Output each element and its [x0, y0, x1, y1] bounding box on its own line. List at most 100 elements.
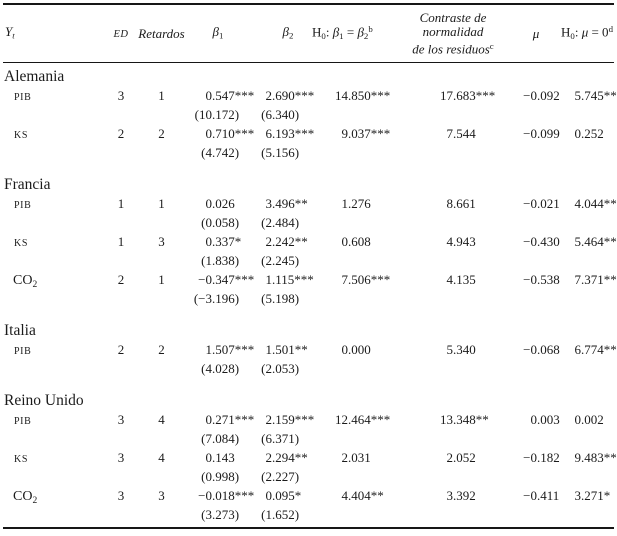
header-text: 0 — [570, 31, 575, 42]
h0-mu-zero-value: 5.464** — [574, 234, 617, 249]
col-header-beta1: β1 — [186, 4, 250, 63]
h0-mu-zero-value: 9.483*** — [574, 450, 617, 465]
header-row: Yt ED Retardos β1 β2 H0: β1 = β2b Contra… — [3, 4, 614, 63]
variable-label: KS — [14, 454, 28, 465]
beta1-cell-estimate: 0.026 — [205, 196, 235, 211]
beta2-cell: 0.095* (1.652) — [250, 486, 312, 528]
beta1-cell: 0.143 (0.998) — [186, 448, 250, 486]
h0-beta-equality-value: 12.464*** — [312, 410, 408, 448]
h0-mu-zero-value: 0.002 — [574, 412, 604, 427]
beta1-cell-tstat: (4.028) — [201, 361, 240, 376]
ed-value: 3 — [117, 450, 125, 465]
ed-value: 3 — [117, 88, 125, 103]
variable-label: CO2 — [13, 489, 38, 506]
mu-value: 0.003 — [530, 412, 560, 427]
variable-label: PIB — [14, 416, 32, 427]
beta1-cell-tstat: (0.998) — [201, 469, 240, 484]
country-label: Alemania — [4, 68, 65, 85]
header-text: : — [574, 24, 582, 40]
header-text: 2 — [289, 30, 294, 41]
beta2-cell: 2.690*** (6.340) — [250, 86, 315, 124]
normality-contrast-value: 5.340 — [446, 342, 476, 357]
country-group-row: Alemania — [3, 63, 614, 87]
beta1-cell: 0.547*** (10.172) — [186, 86, 255, 124]
h0-beta-equality-value: 4.404** — [341, 488, 384, 503]
beta2-cell-tstat: (2.245) — [261, 253, 300, 268]
country-label: Italia — [4, 322, 36, 339]
header-text: β — [212, 23, 220, 39]
h0-beta-equality-value: 0.608 — [312, 232, 408, 270]
mu-value: −0.092 — [523, 88, 560, 103]
normality-contrast-value: 4.135 — [408, 270, 512, 308]
ed-value: 3 — [117, 488, 125, 503]
mu-value: −0.182 — [523, 450, 560, 465]
mu-value: −0.538 — [523, 272, 560, 287]
header-text: Retardos — [138, 26, 185, 41]
beta1-cell-estimate: 0.710*** — [205, 126, 255, 141]
country-label: Reino Unido — [4, 392, 84, 409]
beta2-cell-estimate: 3.496** — [265, 196, 308, 211]
h0-beta-equality-value: 14.850*** — [312, 86, 408, 124]
ed-value: 2 — [117, 126, 125, 141]
h0-beta-equality-value: 1.276 — [312, 194, 408, 232]
normality-contrast-value: 2.052 — [446, 450, 476, 465]
table-body: Alemania PIB 3 1 0.547*** (10.172) 2.690*** (6.… — [3, 63, 617, 529]
beta2-cell-tstat: (5.156) — [261, 145, 300, 160]
header-text: H — [561, 24, 571, 40]
country-group-row: Reino Unido — [3, 378, 614, 410]
h0-beta-equality-value: 0.608 — [341, 234, 371, 249]
beta2-cell: 1.115*** (5.198) — [250, 270, 314, 308]
beta2-cell-estimate: 0.095* — [265, 488, 302, 503]
normality-contrast-value: 3.392 — [408, 486, 512, 528]
beta2-cell: 3.496** (2.484) — [250, 194, 312, 232]
retardos-value: 2 — [158, 126, 165, 141]
beta2-cell-tstat: (2.227) — [261, 469, 300, 484]
header-text: μ — [532, 26, 540, 41]
beta2-cell-estimate: 1.115*** — [265, 272, 314, 287]
table-row: PIB 3 1 0.547*** (10.172) 2.690*** (6.340) 14.8… — [3, 86, 617, 124]
mu-value: −0.430 — [512, 232, 560, 270]
table-row: CO2 2 1 −0.347*** (−3.196) 1.115*** (5.198) 7.5… — [3, 270, 617, 308]
beta2-cell-tstat: (6.371) — [261, 431, 300, 446]
h0-beta-equality-value: 0.000 — [312, 340, 408, 378]
h0-beta-equality-value: 2.031 — [312, 448, 408, 486]
normality-contrast-value: 13.348** — [408, 410, 512, 448]
mu-value: −0.411 — [512, 486, 560, 528]
beta2-cell-estimate: 2.690*** — [265, 88, 315, 103]
mu-value: −0.021 — [512, 194, 560, 232]
header-text: 1 — [219, 30, 224, 41]
beta1-cell-tstat: (7.084) — [201, 431, 240, 446]
mu-value: −0.092 — [512, 86, 560, 124]
beta2-cell: 2.242** (2.245) — [250, 232, 312, 270]
variable-label: PIB — [14, 200, 32, 211]
h0-mu-zero-value: 4.044** — [574, 196, 617, 211]
table-row: PIB 2 2 1.507*** (4.028) 1.501** (2.053) 0.000 5… — [3, 340, 617, 378]
ed-value: 1 — [117, 234, 125, 249]
header-text: c — [489, 40, 494, 51]
header-text: 2 — [363, 31, 369, 42]
country-group-row: Italia — [3, 308, 614, 340]
beta2-cell: 6.193*** (5.156) — [250, 124, 314, 162]
header-text: ED — [113, 29, 129, 40]
h0-mu-zero-value: 0.252 — [560, 124, 614, 162]
mu-value: −0.068 — [512, 340, 560, 378]
mu-value: −0.099 — [523, 126, 560, 141]
col-header-mu: μ — [512, 4, 560, 63]
normality-contrast-value: 3.392 — [446, 488, 476, 503]
h0-mu-zero-value: 3.271* — [560, 486, 614, 528]
header-text: de los residuos — [412, 41, 490, 57]
normality-contrast-value: 4.943 — [446, 234, 476, 249]
retardos-value: 1 — [158, 272, 165, 287]
header-text: b — [368, 24, 373, 35]
results-table: Yt ED Retardos β1 β2 H0: β1 = β2b Contra… — [3, 3, 617, 529]
beta1-cell-tstat: (−3.196) — [193, 291, 240, 306]
normality-contrast-value: 5.340 — [408, 340, 512, 378]
retardos-value: 1 — [158, 196, 165, 211]
retardos-value: 4 — [158, 412, 165, 427]
variable-subscript: 2 — [32, 495, 38, 506]
header-text: β — [282, 23, 290, 39]
h0-mu-zero-value: 6.774*** — [574, 342, 617, 357]
h0-beta-equality-value: 9.037*** — [312, 124, 408, 162]
col-header-retardos: Retardos — [137, 4, 186, 63]
table-row: PIB 3 4 0.271*** (7.084) 2.159*** (6.371) 12.46… — [3, 410, 614, 448]
